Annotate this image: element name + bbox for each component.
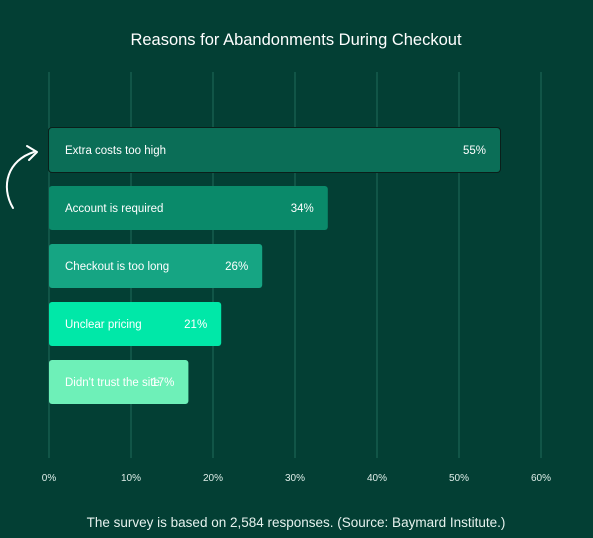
bar-group: Checkout is too long 26% <box>49 244 263 288</box>
chart-footnote: The survey is based on 2,584 responses. … <box>87 515 506 530</box>
bar-value-label: 26% <box>225 261 248 273</box>
x-axis-ticks: 0% 10% 20% 30% 40% 50% 60% <box>42 473 551 484</box>
chart-title: Reasons for Abandonments During Checkout <box>130 31 462 49</box>
x-tick-label: 20% <box>203 473 223 484</box>
bar-category-label: Account is required <box>65 203 163 215</box>
bar <box>49 302 222 346</box>
x-tick-label: 60% <box>531 473 551 484</box>
bar-category-label: Didn't trust the site <box>65 377 160 389</box>
bars: Extra costs too high 55% Account is requir… <box>48 127 501 404</box>
bar <box>49 360 189 404</box>
x-tick-label: 50% <box>449 473 469 484</box>
x-tick-label: 30% <box>285 473 305 484</box>
bar-value-label: 17% <box>151 377 174 389</box>
x-tick-label: 40% <box>367 473 387 484</box>
bar-value-label: 55% <box>463 145 486 157</box>
x-tick-label: 10% <box>121 473 141 484</box>
bar <box>49 186 328 230</box>
bar <box>49 244 263 288</box>
bar-group: Unclear pricing 21% <box>49 302 222 346</box>
bar-group: Account is required 34% <box>49 186 328 230</box>
curved-arrow-icon <box>5 145 38 209</box>
bar-category-label: Checkout is too long <box>65 261 169 273</box>
bar-category-label: Unclear pricing <box>65 319 142 331</box>
bar <box>49 128 500 172</box>
bar-value-label: 21% <box>184 319 207 331</box>
bar-group: Extra costs too high 55% <box>48 127 501 173</box>
bar-category-label: Extra costs too high <box>65 145 166 157</box>
bar-value-label: 34% <box>291 203 314 215</box>
x-tick-label: 0% <box>42 473 57 484</box>
